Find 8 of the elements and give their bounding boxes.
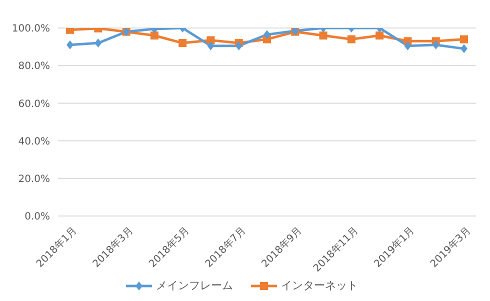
legend-label: インターネット [280, 278, 358, 293]
y-tick-label: 40.0% [18, 136, 50, 148]
y-tick-label: 20.0% [18, 174, 50, 185]
legend-label: メインフレーム [155, 278, 233, 293]
y-tick-label: 0.0% [24, 212, 50, 223]
y-tick-label: 60.0% [18, 98, 50, 110]
y-tick-label: 100.0% [12, 24, 50, 35]
y-tick-label: 80.0% [18, 61, 50, 72]
